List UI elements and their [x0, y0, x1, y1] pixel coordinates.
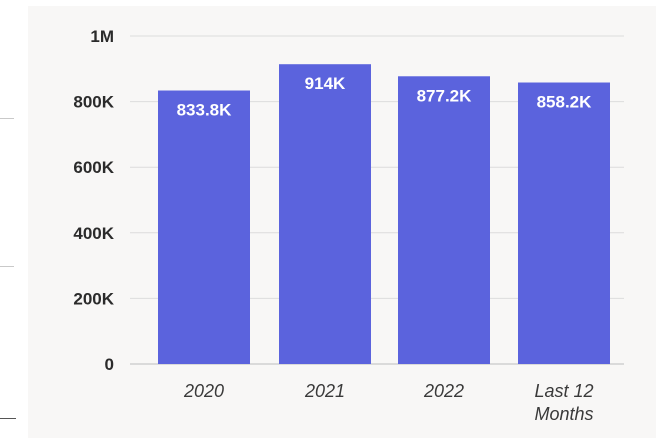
x-tick-label: 2022: [423, 381, 464, 401]
edge-mark-middle: [0, 266, 14, 267]
y-tick-label: 200K: [73, 289, 114, 308]
bar-2022: [398, 76, 490, 365]
bar-2020: [158, 90, 250, 364]
data-labels: 833.8K 914K 877.2K 858.2K: [177, 74, 593, 119]
y-tick-label: 1M: [90, 27, 114, 46]
bars: [158, 64, 610, 365]
y-tick-label: 400K: [73, 224, 114, 243]
data-label: 858.2K: [537, 93, 593, 112]
x-tick-label: Last 12 Months: [534, 381, 593, 424]
data-label: 877.2K: [417, 86, 473, 105]
data-label: 914K: [305, 74, 346, 93]
edge-mark-top: [0, 118, 14, 119]
x-tick-label: 2021: [304, 381, 345, 401]
y-tick-label: 0: [105, 355, 114, 374]
x-tick-label: 2020: [183, 381, 224, 401]
edge-mark-bottom: [0, 418, 16, 419]
bar-2021: [279, 64, 371, 364]
y-axis-ticks: 0 200K 400K 600K 800K 1M: [73, 27, 114, 374]
bar-last-12-months: [518, 82, 610, 364]
y-tick-label: 800K: [73, 93, 114, 112]
data-label: 833.8K: [177, 101, 233, 120]
y-tick-label: 600K: [73, 158, 114, 177]
x-axis-ticks: 2020 2021 2022 Last 12 Months: [183, 381, 594, 424]
